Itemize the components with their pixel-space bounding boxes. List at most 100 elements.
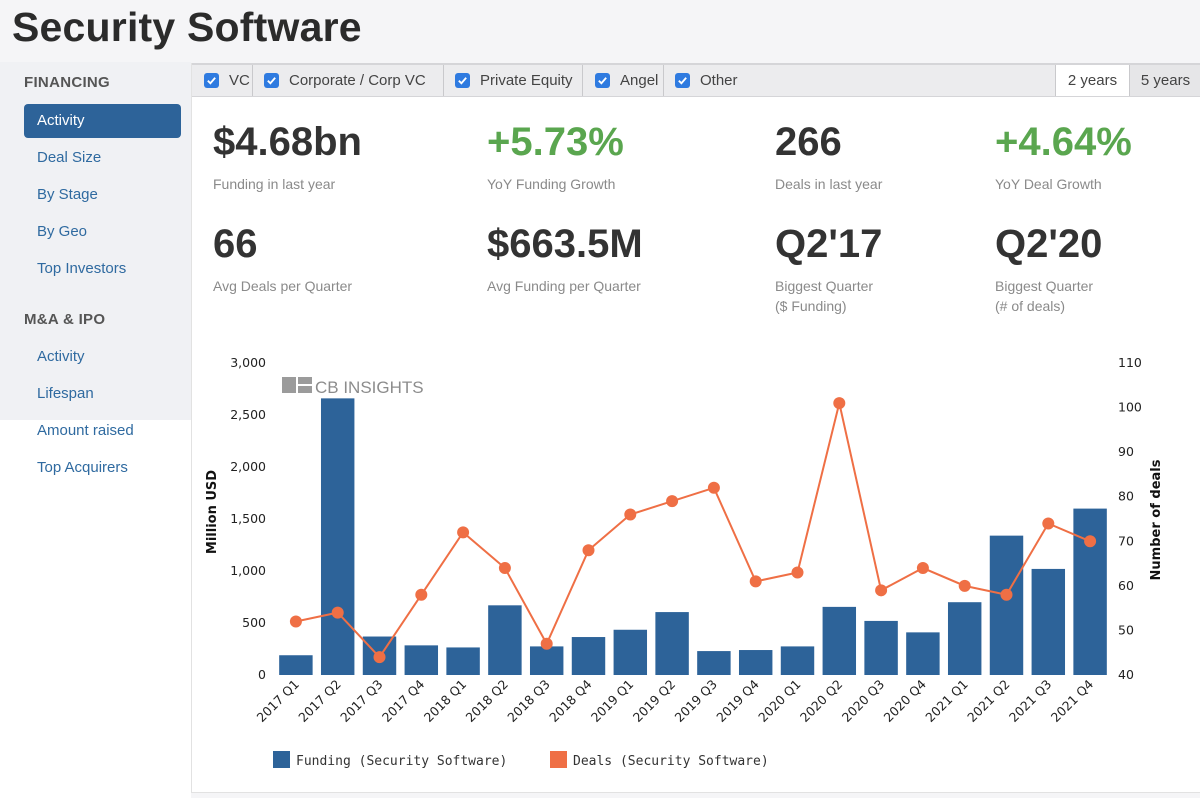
- sidebar-lower: Amount raised Top Acquirers: [0, 420, 191, 798]
- stat-value: 266: [775, 120, 842, 164]
- y-tick-label-right: 110: [1118, 355, 1142, 370]
- legend-label-funding: Funding (Security Software): [296, 754, 507, 769]
- funding-bars: [279, 398, 1107, 675]
- sidebar-item-by-geo[interactable]: By Geo: [37, 223, 88, 240]
- sidebar-item-deal-size[interactable]: Deal Size: [37, 149, 102, 166]
- y-tick-label-left: 0: [258, 667, 266, 682]
- stat-yoy-deal-growth: +4.64% YoY Deal Growth: [995, 120, 1132, 194]
- deals-point[interactable]: [498, 562, 511, 575]
- stat-funding-last-year: $4.68bn Funding in last year: [213, 120, 362, 194]
- checkbox-checked-icon[interactable]: [264, 73, 279, 88]
- funding-bar[interactable]: [404, 645, 439, 675]
- deals-point[interactable]: [1000, 588, 1013, 601]
- sidebar-item-amount-raised[interactable]: Amount raised: [37, 422, 134, 439]
- deals-point[interactable]: [624, 508, 637, 521]
- stat-biggest-quarter-funding: Q2'17 Biggest Quarter ($ Funding): [775, 222, 882, 316]
- y-axis-right: 40 50 60 70 80 90 100 110: [1118, 355, 1142, 682]
- filter-vc[interactable]: VC: [192, 65, 253, 96]
- stat-avg-deals-per-quarter: 66 Avg Deals per Quarter: [213, 222, 352, 296]
- funding-bar[interactable]: [780, 646, 815, 675]
- deals-line: [289, 397, 1097, 664]
- checkbox-checked-icon[interactable]: [595, 73, 610, 88]
- x-tick-label: 2018 Q4: [546, 676, 595, 725]
- sidebar-item-financing-activity[interactable]: Activity: [24, 104, 181, 138]
- stat-value: $663.5M: [487, 222, 643, 266]
- deals-point[interactable]: [582, 544, 595, 557]
- main-panel: VC Corporate / Corp VC Private Equity An…: [191, 63, 1200, 793]
- range-5-years-button[interactable]: 5 years: [1130, 65, 1200, 96]
- y-axis-left: 0 500 1,000 1,500 2,000 2,500 3,000: [230, 355, 266, 682]
- sidebar-item-top-acquirers[interactable]: Top Acquirers: [37, 459, 128, 476]
- funding-bar[interactable]: [697, 651, 731, 675]
- funding-bar[interactable]: [279, 655, 313, 675]
- range-2-years-button[interactable]: 2 years: [1055, 65, 1130, 96]
- deals-point[interactable]: [540, 637, 553, 650]
- watermark-text: CB INSIGHTS: [315, 378, 424, 397]
- funding-bar[interactable]: [655, 612, 689, 675]
- filter-private-equity[interactable]: Private Equity: [444, 65, 583, 96]
- sidebar-item-by-stage[interactable]: By Stage: [37, 186, 98, 203]
- x-tick-label: 2020 Q4: [881, 676, 930, 725]
- y-tick-label-right: 60: [1118, 578, 1134, 593]
- stat-yoy-funding-growth: +5.73% YoY Funding Growth: [487, 120, 624, 194]
- filter-label: Private Equity: [480, 72, 573, 89]
- y-tick-label-right: 80: [1118, 489, 1134, 504]
- stat-deals-last-year: 266 Deals in last year: [775, 120, 882, 194]
- x-tick-label: 2017 Q2: [295, 677, 343, 725]
- y-tick-label-left: 3,000: [230, 355, 266, 370]
- y-tick-label-right: 70: [1118, 533, 1134, 548]
- deals-point[interactable]: [331, 606, 344, 619]
- y-tick-label-right: 100: [1118, 400, 1142, 415]
- funding-bar[interactable]: [947, 602, 982, 675]
- funding-bar[interactable]: [1073, 508, 1107, 675]
- filter-bar: VC Corporate / Corp VC Private Equity An…: [192, 63, 1200, 97]
- cb-insights-watermark: CB INSIGHTS: [282, 377, 424, 397]
- deals-point[interactable]: [791, 566, 804, 579]
- funding-bar[interactable]: [864, 620, 898, 675]
- checkbox-checked-icon[interactable]: [204, 73, 219, 88]
- funding-bar[interactable]: [989, 535, 1024, 675]
- funding-bar[interactable]: [571, 637, 606, 675]
- funding-bar[interactable]: [529, 646, 564, 675]
- deals-point[interactable]: [666, 495, 679, 508]
- deals-point[interactable]: [415, 588, 428, 601]
- funding-bar[interactable]: [613, 629, 648, 675]
- filter-other[interactable]: Other: [664, 65, 1055, 96]
- funding-bar[interactable]: [906, 632, 940, 675]
- funding-bar[interactable]: [320, 398, 355, 675]
- checkbox-checked-icon[interactable]: [455, 73, 470, 88]
- checkbox-checked-icon[interactable]: [675, 73, 690, 88]
- sidebar-item-lifespan[interactable]: Lifespan: [37, 385, 94, 402]
- stat-value: $4.68bn: [213, 120, 362, 164]
- deals-point[interactable]: [875, 584, 888, 597]
- funding-bar[interactable]: [446, 647, 480, 675]
- deals-point[interactable]: [1084, 535, 1097, 548]
- stat-label: YoY Deal Growth: [995, 176, 1102, 192]
- deals-point[interactable]: [457, 526, 470, 539]
- funding-bar[interactable]: [488, 605, 522, 675]
- filter-corporate[interactable]: Corporate / Corp VC: [253, 65, 444, 96]
- x-tick-label: 2018 Q1: [421, 677, 469, 725]
- deals-point[interactable]: [1042, 517, 1055, 530]
- y-tick-label-right: 40: [1118, 667, 1134, 682]
- filter-angel[interactable]: Angel: [583, 65, 664, 96]
- funding-bar[interactable]: [1031, 568, 1066, 675]
- deals-point[interactable]: [373, 651, 386, 664]
- deals-point[interactable]: [833, 397, 846, 410]
- deals-point[interactable]: [707, 481, 720, 494]
- deals-point[interactable]: [289, 615, 302, 628]
- funding-bar[interactable]: [822, 606, 857, 675]
- funding-bar[interactable]: [738, 650, 773, 675]
- y-tick-label-right: 90: [1118, 444, 1134, 459]
- sidebar-item-mna-activity[interactable]: Activity: [37, 348, 85, 365]
- deals-point[interactable]: [958, 579, 971, 592]
- x-tick-label: 2020 Q3: [839, 677, 887, 725]
- y-axis-title-right: Number of deals: [1149, 459, 1164, 580]
- sidebar-section-mna-ipo: M&A & IPO: [24, 311, 106, 328]
- legend-swatch-deals: [550, 751, 567, 768]
- deals-point[interactable]: [916, 562, 929, 575]
- x-tick-label: 2021 Q1: [922, 677, 970, 725]
- deals-point[interactable]: [749, 575, 762, 588]
- x-tick-label: 2019 Q2: [630, 677, 678, 725]
- sidebar-item-top-investors[interactable]: Top Investors: [37, 260, 127, 277]
